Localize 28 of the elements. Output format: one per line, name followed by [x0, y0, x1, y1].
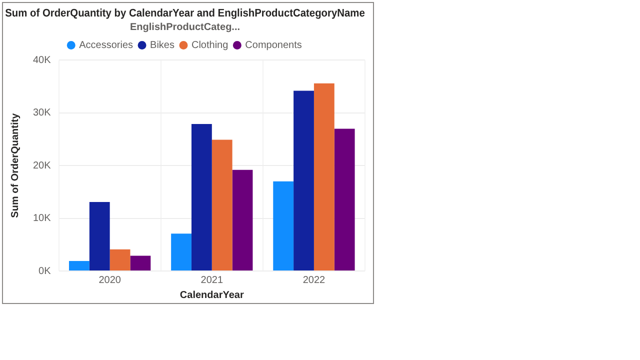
y-axis-title: Sum of OrderQuantity [10, 112, 21, 218]
bar [191, 124, 212, 270]
legend-label: Clothing [191, 40, 228, 51]
bar [89, 202, 110, 270]
x-tick-label: 2021 [200, 274, 224, 286]
y-tick-label: 30K [32, 108, 52, 119]
bar [273, 181, 294, 270]
y-tick-label: 20K [32, 160, 52, 172]
bar [294, 90, 314, 270]
bar [212, 140, 232, 270]
legend-label: Accessories [79, 40, 134, 51]
bar [232, 170, 253, 270]
legend-title: EnglishProductCateg... [130, 22, 240, 33]
x-tick-label: 2022 [302, 274, 326, 286]
chart-title: Sum of OrderQuantity by CalendarYear and EnglishProductCategoryName [5, 7, 365, 20]
bar [314, 83, 334, 270]
bar [171, 234, 192, 270]
y-tick-label: 10K [32, 213, 52, 224]
x-axis-title: CalendarYear [180, 290, 244, 301]
y-tick-label: 0K [38, 266, 52, 277]
bar [110, 249, 130, 270]
legend-label: Components [245, 40, 302, 51]
x-tick-label: 2020 [98, 274, 122, 286]
bar [69, 260, 90, 270]
bar [334, 128, 355, 270]
bar [130, 256, 151, 270]
y-tick-label: 40K [32, 54, 52, 66]
legend-label: Bikes [150, 40, 174, 51]
